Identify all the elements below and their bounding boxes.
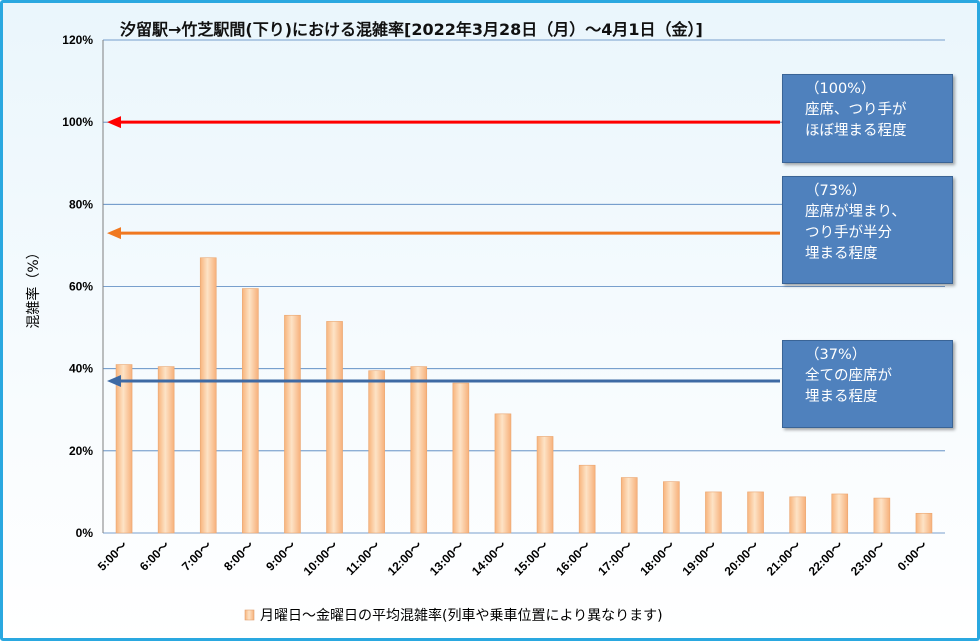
x-tick-label: 16:00～ <box>553 538 593 578</box>
x-tick-labels: 5:00～ 6:00～ 7:00～ 8:00～ 9:00～ 10:00～ 11:00～ 12:… <box>95 538 930 578</box>
bar <box>620 477 638 534</box>
y-tick-label: 100% <box>62 115 93 129</box>
bar <box>663 481 680 534</box>
bar <box>831 493 849 534</box>
annotation-73-line-2: 座席が埋まり、 <box>805 204 906 220</box>
bar <box>578 464 596 534</box>
x-tick-label: 11:00～ <box>343 538 383 578</box>
y-axis-label: 混雑率（%） <box>25 245 42 328</box>
annotation-73-line-3: つり手が半分 <box>805 225 892 241</box>
bar <box>157 366 175 534</box>
bar <box>199 257 217 534</box>
x-tick-label: 21:00～ <box>764 538 804 578</box>
bar <box>410 366 428 534</box>
x-tick-label: 23:00～ <box>848 538 888 578</box>
annotation-box-100: （100%） 座席、つり手が ほぼ埋まる程度 <box>782 74 953 163</box>
bar <box>705 491 722 534</box>
x-tick-label: 18:00～ <box>637 538 677 578</box>
x-tick-label: 0:00～ <box>895 538 930 573</box>
bar <box>284 314 301 534</box>
legend-label: 月曜日～金曜日の平均混雑率(列車や乗車位置により異なります) <box>260 607 663 624</box>
legend-swatch <box>244 609 255 621</box>
bar <box>452 382 470 534</box>
bar <box>326 321 343 534</box>
annotation-37-line-1: （37%） <box>805 347 867 363</box>
reference-arrow-head <box>107 374 121 387</box>
bar <box>368 370 385 534</box>
bar <box>494 413 512 534</box>
annotation-box-73: （73%） 座席が埋まり、 つり手が半分 埋まる程度 <box>782 176 953 284</box>
annotation-100-line-3: ほぼ埋まる程度 <box>805 123 907 139</box>
x-tick-label: 12:00～ <box>385 538 425 578</box>
x-tick-label: 7:00～ <box>179 538 214 573</box>
x-tick-label: 17:00～ <box>595 538 635 578</box>
x-tick-label: 8:00～ <box>221 538 256 573</box>
annotation-37-line-3: 埋まる程度 <box>805 389 878 405</box>
y-tick-label: 120% <box>62 33 93 47</box>
reference-lines <box>107 116 780 387</box>
annotation-100-line-2: 座席、つり手が <box>805 102 907 118</box>
annotation-box-37: （37%） 全ての座席が 埋まる程度 <box>782 340 953 428</box>
x-tick-label: 6:00～ <box>137 538 172 573</box>
bar <box>536 436 554 534</box>
annotation-73-line-4: 埋まる程度 <box>805 246 878 262</box>
y-tick-label: 60% <box>69 280 93 294</box>
annotation-73-line-1: （73%） <box>805 183 867 199</box>
x-tick-label: 20:00～ <box>722 538 762 578</box>
x-tick-label: 9:00～ <box>263 538 298 573</box>
bar <box>873 497 891 534</box>
x-tick-label: 14:00～ <box>469 538 509 578</box>
bar <box>915 512 933 534</box>
y-tick-label: 0% <box>76 526 94 540</box>
bar <box>789 496 806 534</box>
reference-arrow-head <box>107 227 121 240</box>
chart-title: 汐留駅→竹芝駅間(下り)における混雑率[2022年3月28日（月）～4月1日（金… <box>120 20 703 39</box>
x-tick-label: 19:00～ <box>679 538 719 578</box>
x-tick-label: 15:00～ <box>511 538 551 578</box>
y-tick-label: 80% <box>69 197 93 211</box>
x-tick-label: 5:00～ <box>95 538 130 573</box>
bars <box>115 257 933 534</box>
bar <box>242 288 259 534</box>
x-tick-label: 13:00～ <box>427 538 467 578</box>
y-tick-label: 20% <box>69 444 93 458</box>
annotation-100-line-1: （100%） <box>805 81 876 97</box>
annotation-37-line-2: 全ての座席が <box>805 368 892 384</box>
y-tick-labels: 0% 20% 40% 60% 80% 100% 120% <box>62 33 93 540</box>
y-tick-label: 40% <box>69 362 93 376</box>
x-tick-label: 10:00～ <box>301 538 341 578</box>
bar <box>747 491 764 534</box>
x-tick-label: 22:00～ <box>806 538 846 578</box>
bar <box>115 364 133 534</box>
reference-arrow-head <box>107 116 121 129</box>
